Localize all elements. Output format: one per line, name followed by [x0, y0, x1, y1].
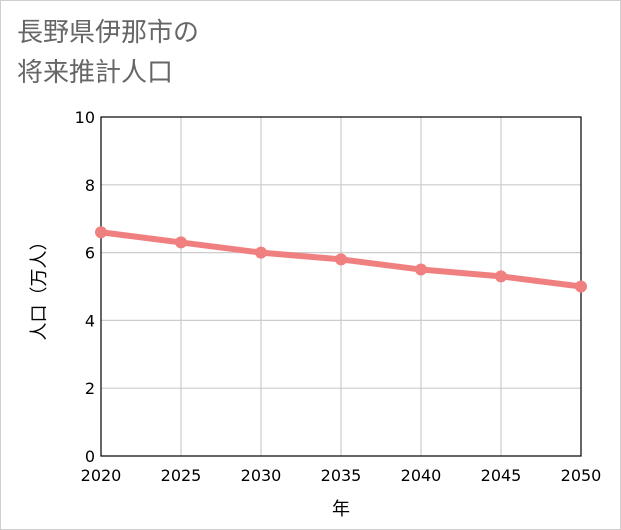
data-point [575, 280, 587, 293]
chart-title-line-2: 将来推計人口 [17, 58, 174, 88]
data-point [415, 263, 427, 276]
chart-title: 長野県伊那市の 将来推計人口 [17, 13, 199, 93]
y-axis-ticks: 0 2 4 6 8 10 [75, 108, 95, 466]
data-point [255, 246, 267, 259]
grid-lines [101, 117, 581, 456]
x-tick-label: 2035 [321, 466, 362, 485]
y-tick-label: 2 [85, 379, 95, 398]
data-point [495, 270, 507, 283]
x-tick-label: 2030 [241, 466, 282, 485]
x-tick-label: 2020 [81, 466, 122, 485]
y-tick-label: 8 [85, 176, 95, 195]
y-axis-label: 人口（万人） [29, 233, 50, 341]
x-tick-label: 2025 [161, 466, 202, 485]
data-point [95, 226, 107, 239]
y-tick-label: 0 [85, 447, 95, 466]
x-tick-label: 2045 [481, 466, 522, 485]
data-point [335, 253, 347, 266]
x-tick-label: 2050 [561, 466, 602, 485]
x-axis-label: 年 [332, 499, 350, 520]
x-axis-ticks: 2020 2025 2030 2035 2040 2045 2050 [81, 466, 602, 485]
data-point [175, 236, 187, 249]
series-layer [95, 226, 587, 293]
y-tick-label: 6 [85, 244, 95, 263]
y-tick-label: 4 [85, 311, 95, 330]
y-tick-label: 10 [75, 108, 95, 127]
chart-title-line-1: 長野県伊那市の [17, 18, 200, 48]
x-tick-label: 2040 [401, 466, 442, 485]
